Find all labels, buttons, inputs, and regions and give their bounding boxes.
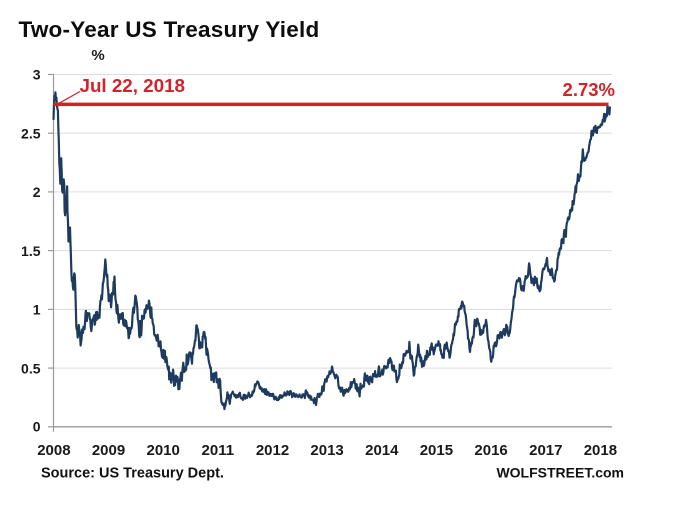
svg-text:2012: 2012 bbox=[256, 442, 289, 459]
svg-text:2008: 2008 bbox=[37, 442, 70, 459]
svg-text:2011: 2011 bbox=[202, 442, 235, 459]
svg-text:Two-Year US Treasury Yield: Two-Year US Treasury Yield bbox=[19, 17, 320, 42]
svg-text:2009: 2009 bbox=[92, 442, 125, 459]
svg-text:2018: 2018 bbox=[584, 442, 617, 459]
svg-text:2010: 2010 bbox=[147, 442, 180, 459]
svg-text:2017: 2017 bbox=[529, 442, 562, 459]
svg-text:1.5: 1.5 bbox=[21, 243, 41, 259]
svg-text:0.5: 0.5 bbox=[21, 360, 41, 376]
svg-text:2: 2 bbox=[33, 184, 41, 200]
svg-text:0: 0 bbox=[33, 419, 41, 435]
svg-text:1: 1 bbox=[33, 302, 41, 318]
svg-text:Source: US Treasury Dept.: Source: US Treasury Dept. bbox=[41, 466, 224, 482]
svg-text:2.73%: 2.73% bbox=[563, 79, 615, 100]
svg-text:WOLFSTREET.com: WOLFSTREET.com bbox=[496, 465, 624, 481]
svg-text:2013: 2013 bbox=[310, 442, 343, 459]
svg-text:2.5: 2.5 bbox=[21, 125, 41, 141]
svg-text:3: 3 bbox=[33, 66, 41, 82]
svg-text:%: % bbox=[91, 47, 104, 64]
svg-text:Jul 22, 2018: Jul 22, 2018 bbox=[80, 75, 185, 96]
svg-text:2015: 2015 bbox=[420, 442, 453, 459]
svg-text:2014: 2014 bbox=[365, 442, 399, 459]
svg-text:2016: 2016 bbox=[474, 442, 507, 459]
